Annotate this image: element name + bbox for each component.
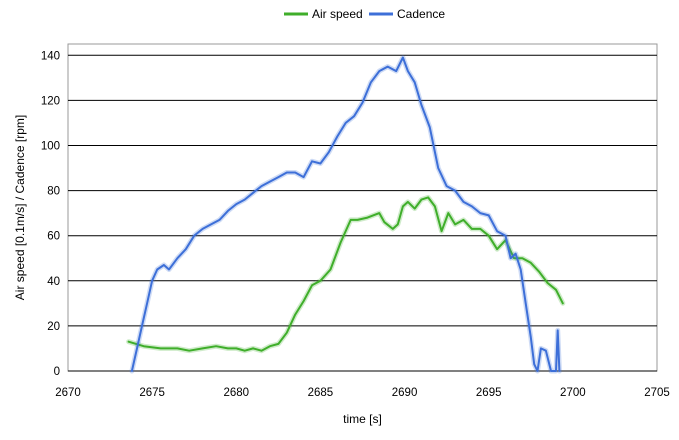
y-tick-label: 60 [47, 231, 60, 243]
legend-label: Cadence [397, 7, 445, 21]
x-tick-label: 2690 [392, 387, 418, 399]
x-tick-label: 2705 [644, 387, 670, 399]
y-tick-label: 40 [47, 276, 60, 288]
series-shadow [126, 194, 566, 354]
x-tick-label: 2695 [476, 387, 502, 399]
x-tick-label: 2670 [55, 387, 81, 399]
y-axis-ticks: 0 20 40 60 80 100 120 140 [41, 50, 60, 378]
plot-area [67, 43, 658, 372]
y-tick-label: 120 [41, 95, 60, 107]
y-tick-label: 0 [54, 366, 60, 378]
x-axis-ticks: 2670 2675 2680 2685 2690 2695 2700 2705 [55, 387, 670, 399]
x-tick-label: 2675 [139, 387, 165, 399]
y-axis-title: Air speed [0.1m/s] / Cadence [rpm] [13, 115, 27, 300]
x-tick-label: 2680 [223, 387, 249, 399]
series-layer [126, 55, 566, 374]
y-tick-label: 20 [47, 321, 60, 333]
y-tick-label: 80 [47, 186, 60, 198]
series-line-cadence [130, 56, 561, 372]
x-tick-label: 2685 [308, 387, 334, 399]
y-tick-label: 140 [41, 50, 60, 62]
series-shadow [129, 55, 562, 374]
series-line-air-speed [127, 196, 564, 352]
x-tick-label: 2700 [560, 387, 586, 399]
legend: Air speed Cadence [284, 7, 445, 21]
y-tick-label: 100 [41, 140, 60, 152]
legend-label: Air speed [312, 7, 363, 21]
x-axis-title: time [s] [343, 412, 382, 426]
